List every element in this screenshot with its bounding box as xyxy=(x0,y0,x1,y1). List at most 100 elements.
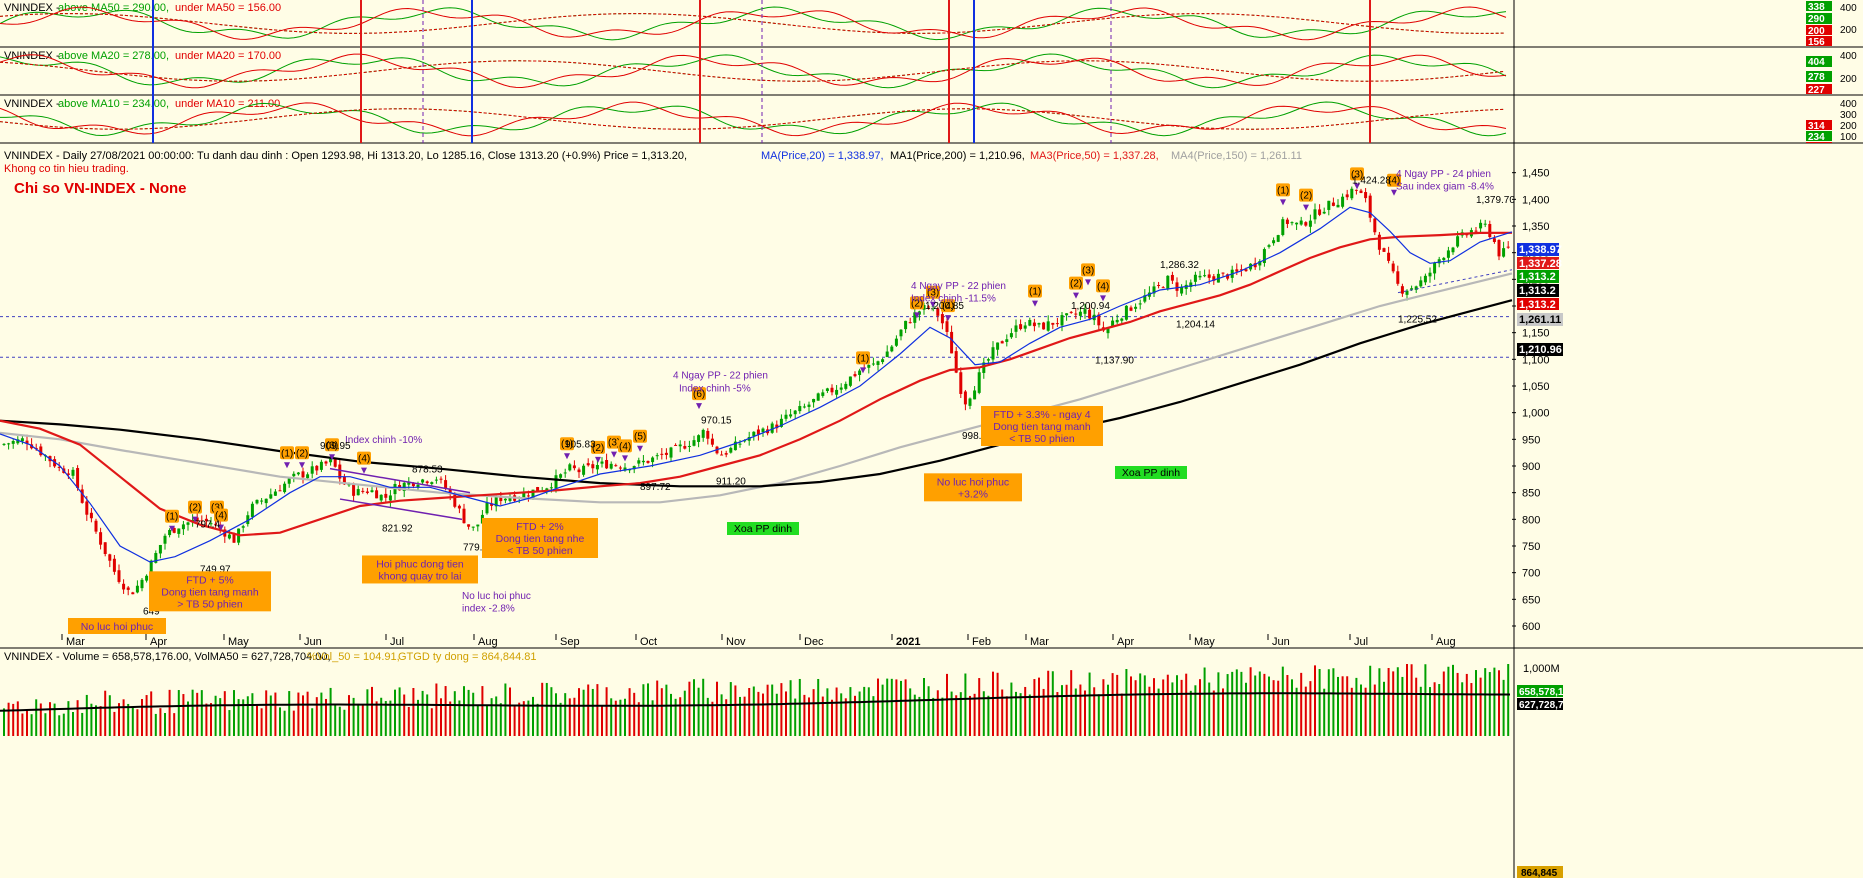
candle-body xyxy=(1207,274,1211,278)
annotation-arrow-10 xyxy=(611,451,617,458)
annotation-text-17: 998.33 xyxy=(962,431,993,442)
candle-body xyxy=(651,457,655,463)
candle-body xyxy=(848,376,852,386)
annotation-text-18: 1,200.94 xyxy=(1071,301,1110,312)
candle-body xyxy=(789,414,793,417)
candle-body xyxy=(1097,314,1101,326)
panel-ma20-under-label: under MA20 = 170.00 xyxy=(175,50,281,62)
x-tick-label-7: Oct xyxy=(640,636,657,648)
green-note-text-0: Xoa PP dinh xyxy=(734,523,792,535)
ma200-line xyxy=(0,299,1513,488)
candle-body xyxy=(260,500,264,502)
candle-body xyxy=(1419,280,1423,287)
osc-line-2-0 xyxy=(0,101,1507,137)
candle-body xyxy=(1492,238,1496,242)
osc-line-1-1 xyxy=(0,53,1507,89)
candle-body xyxy=(1318,209,1322,215)
candle-body xyxy=(99,532,103,545)
candle-body xyxy=(632,466,636,470)
candle-body xyxy=(1055,323,1059,325)
badge-close-red: 1,313.2 xyxy=(1519,299,1556,311)
candle-body xyxy=(572,465,576,469)
osc-curves xyxy=(0,6,1507,137)
volume-header: VNINDEX - Volume = 658,578,176.00, VolMA… xyxy=(4,651,1560,675)
candle-body xyxy=(1350,188,1354,199)
vertical-markers xyxy=(152,0,1371,143)
candle-body xyxy=(319,461,323,470)
note-line-4-0: FTD + 3.3% - ngay 4 xyxy=(993,409,1090,421)
annotation-arrow-17 xyxy=(945,315,951,322)
candle-body xyxy=(904,320,908,330)
candle-body xyxy=(342,476,346,485)
candle-body xyxy=(490,503,494,506)
candle-body xyxy=(255,499,259,504)
annotation-text-4: 909.95 xyxy=(320,441,351,452)
candle-body xyxy=(1060,315,1064,326)
candle-body xyxy=(329,458,333,463)
candle-body xyxy=(614,465,618,467)
candle-body xyxy=(1193,274,1197,282)
annotation-box-label-13: (6) xyxy=(693,389,705,400)
osc-right-ticks: 400 200 400 200 400 300 200 100 xyxy=(1840,3,1857,143)
candle-body xyxy=(697,435,701,442)
annotation-box-label-19: (2) xyxy=(1070,279,1082,290)
annotation-box-label-22: (1) xyxy=(1277,185,1289,196)
candle-body xyxy=(356,489,360,496)
candle-body xyxy=(407,481,411,485)
candle-body xyxy=(913,312,917,323)
candle-body xyxy=(241,526,245,528)
osc-ma50-badge-2: 290 xyxy=(1808,14,1825,25)
candle-body xyxy=(609,463,613,469)
candle-body xyxy=(384,493,388,498)
panel-ma10-breadth: VNINDEX - above MA10 = 234.00, under MA1… xyxy=(4,98,280,110)
annotation-arrow-3 xyxy=(218,524,224,531)
candle-body xyxy=(1295,222,1299,225)
annotation-arrow-23 xyxy=(1303,204,1309,211)
volume-ma50-line xyxy=(0,692,1510,712)
annotation-box-8 xyxy=(560,437,574,451)
note-box-3 xyxy=(482,518,598,558)
candle-body xyxy=(1074,313,1078,315)
candle-body xyxy=(315,465,319,471)
candle-body xyxy=(1446,250,1450,258)
candle-body xyxy=(448,488,452,495)
candle-body xyxy=(204,518,208,522)
candle-body xyxy=(1451,247,1455,253)
candle-body xyxy=(168,529,172,536)
annotation-box-5 xyxy=(295,446,309,460)
note-box-1 xyxy=(68,618,166,634)
candle-body xyxy=(1456,236,1460,247)
osc-ma50-badge-3: 200 xyxy=(1808,26,1825,37)
candle-body xyxy=(122,583,126,590)
badge-ma20: 1,338.97 xyxy=(1519,244,1562,256)
annotation-arrow-5 xyxy=(299,462,305,469)
y-tick-label-14: 750 xyxy=(1522,541,1540,553)
annotation-arrow-22 xyxy=(1280,199,1286,206)
candle-body xyxy=(411,482,415,487)
candle-body xyxy=(467,524,471,527)
candle-body xyxy=(623,467,627,471)
candle-body xyxy=(692,440,696,446)
candle-body xyxy=(177,528,181,534)
main-header-ma150: MA4(Price,150) = 1,261.11 xyxy=(1171,150,1302,162)
badge-ma150: 1,261.11 xyxy=(1519,314,1561,326)
candle-body xyxy=(779,418,783,427)
candle-body xyxy=(752,431,756,436)
candle-body xyxy=(108,554,112,561)
candle-body xyxy=(1290,222,1294,224)
annotation-box-20 xyxy=(1081,263,1095,277)
annotation-text-25: 1,379.70 xyxy=(1476,195,1515,206)
candle-body xyxy=(112,558,116,572)
candle-body xyxy=(485,502,489,514)
candle-body xyxy=(1023,325,1027,329)
candle-body xyxy=(324,461,328,464)
candle-body xyxy=(365,491,369,493)
annotation-text-23: Sau index giam -8.4% xyxy=(1396,182,1494,193)
candle-body xyxy=(1235,269,1239,272)
annotation-text-10: 970.15 xyxy=(701,415,732,426)
candle-body xyxy=(982,362,986,373)
candle-body xyxy=(729,447,733,453)
annotation-box-label-7: (4) xyxy=(358,454,370,465)
candle-body xyxy=(784,414,788,419)
